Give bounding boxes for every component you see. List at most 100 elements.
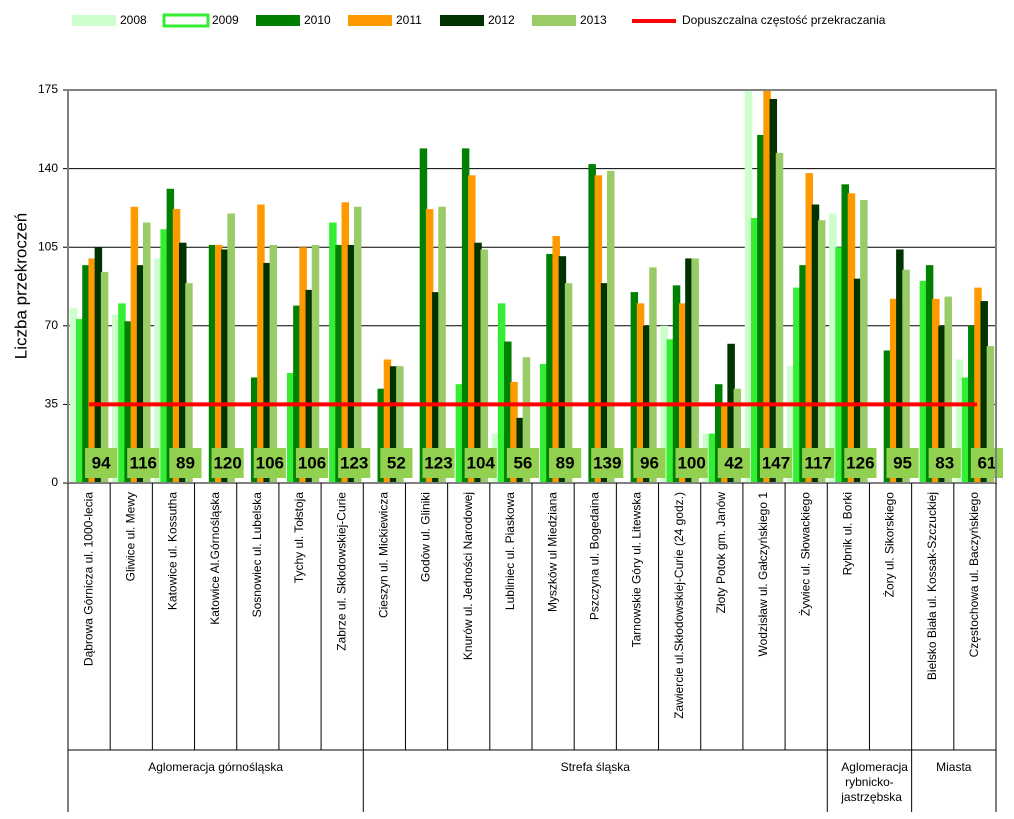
value-label: 89 xyxy=(556,453,575,472)
group-label-box: Miasta xyxy=(936,760,971,774)
value-box xyxy=(338,448,371,478)
bar xyxy=(166,188,175,483)
x-tick-label: Tarnowskie Góry ul. Litewska xyxy=(630,492,644,648)
bar xyxy=(347,244,356,483)
bar xyxy=(636,303,645,483)
bar xyxy=(853,278,862,483)
value-box xyxy=(802,448,835,478)
legend-label: 2010 xyxy=(304,13,331,27)
bar xyxy=(130,206,139,483)
x-tick-label: Gliwice ul. Mewy xyxy=(123,492,137,581)
bar xyxy=(691,258,699,483)
bar xyxy=(136,265,145,483)
bar xyxy=(124,321,132,483)
bar xyxy=(474,242,482,483)
bar xyxy=(961,377,970,483)
bar xyxy=(974,287,982,483)
value-box xyxy=(85,448,118,478)
value-label: 126 xyxy=(846,453,874,472)
y-tick-label: 175 xyxy=(38,82,58,96)
value-box xyxy=(675,448,708,478)
value-label: 42 xyxy=(724,453,743,472)
bar xyxy=(919,280,928,483)
legend-label: 2009 xyxy=(212,13,239,27)
value-label: 96 xyxy=(640,453,659,472)
x-tick-label: Myszków ul Miedziana xyxy=(545,492,559,612)
value-box xyxy=(970,448,1003,478)
bar xyxy=(293,305,301,483)
bar xyxy=(817,220,826,483)
legend-label: 2011 xyxy=(396,13,422,27)
value-box xyxy=(928,448,961,478)
bar xyxy=(889,298,898,483)
bar xyxy=(600,283,609,483)
x-tick-label: Dąbrowa Górnicza ul. 1000-lecia xyxy=(81,492,95,666)
value-box xyxy=(717,448,750,478)
bar xyxy=(986,346,995,483)
bar xyxy=(425,209,434,483)
y-axis-label: Liczba przekroczeń xyxy=(11,213,30,359)
bar xyxy=(721,404,729,483)
bar xyxy=(263,262,271,483)
bar xyxy=(179,242,187,483)
value-label: 52 xyxy=(387,453,406,472)
bar xyxy=(744,90,753,483)
bar xyxy=(902,269,910,483)
bar xyxy=(708,433,717,483)
y-tick-label: 105 xyxy=(38,239,58,253)
y-tick-label: 70 xyxy=(45,318,59,332)
x-tick-label: Zabrze ul. Skłodowskiej-Curie xyxy=(334,492,348,651)
bar xyxy=(607,170,615,484)
bar xyxy=(685,258,693,483)
bar xyxy=(666,339,675,483)
bar xyxy=(860,200,868,484)
bar xyxy=(558,256,567,483)
value-label: 104 xyxy=(467,453,496,472)
bar xyxy=(883,350,892,483)
x-tick-label: Zawiercie ul.Skłodowskiej-Curie (24 godz… xyxy=(672,492,686,719)
legend-label: 2012 xyxy=(488,13,515,27)
bar xyxy=(769,98,778,484)
bar xyxy=(185,283,193,483)
value-box xyxy=(464,448,497,478)
value-label: 120 xyxy=(213,453,241,472)
bar xyxy=(678,303,687,483)
value-box xyxy=(211,448,244,478)
bar xyxy=(76,319,84,483)
y-tick-label: 140 xyxy=(38,161,58,175)
value-label: 106 xyxy=(256,453,284,472)
bar xyxy=(835,247,843,483)
bar xyxy=(510,381,518,483)
bar xyxy=(299,247,307,483)
x-tick-label: Tychy ul. Tołstoja xyxy=(292,492,306,583)
bar xyxy=(750,218,759,483)
bar xyxy=(353,206,362,483)
y-tick-label: 35 xyxy=(45,397,59,411)
legend-swatch xyxy=(440,15,484,26)
bar xyxy=(389,366,398,483)
x-tick-label: Złoty Potok gm. Janów xyxy=(714,492,728,614)
value-box xyxy=(591,448,624,478)
value-box xyxy=(380,448,413,478)
x-tick-label: Częstochowa ul. Baczyńskiego xyxy=(967,492,981,658)
legend-label: 2008 xyxy=(120,13,147,27)
bar xyxy=(221,249,229,483)
x-tick-label: Cieszyn ul. Mickiewicza xyxy=(377,492,391,618)
bar xyxy=(932,298,940,483)
bar xyxy=(811,204,820,483)
x-tick-label: Katowice Al.Górnośląska xyxy=(208,492,222,625)
bar xyxy=(714,384,723,483)
bar xyxy=(896,249,904,483)
bar xyxy=(564,283,573,483)
x-tick-label: Sosnowiec ul. Lubelska xyxy=(250,492,264,618)
bar xyxy=(377,388,386,483)
value-label: 56 xyxy=(513,453,532,472)
value-label: 89 xyxy=(176,453,195,472)
bar xyxy=(257,204,265,483)
bar xyxy=(841,184,850,483)
x-tick-label: Lubliniec ul. Piaskowa xyxy=(503,492,517,610)
bar xyxy=(227,213,235,483)
bar xyxy=(82,265,90,483)
bar xyxy=(786,366,795,483)
